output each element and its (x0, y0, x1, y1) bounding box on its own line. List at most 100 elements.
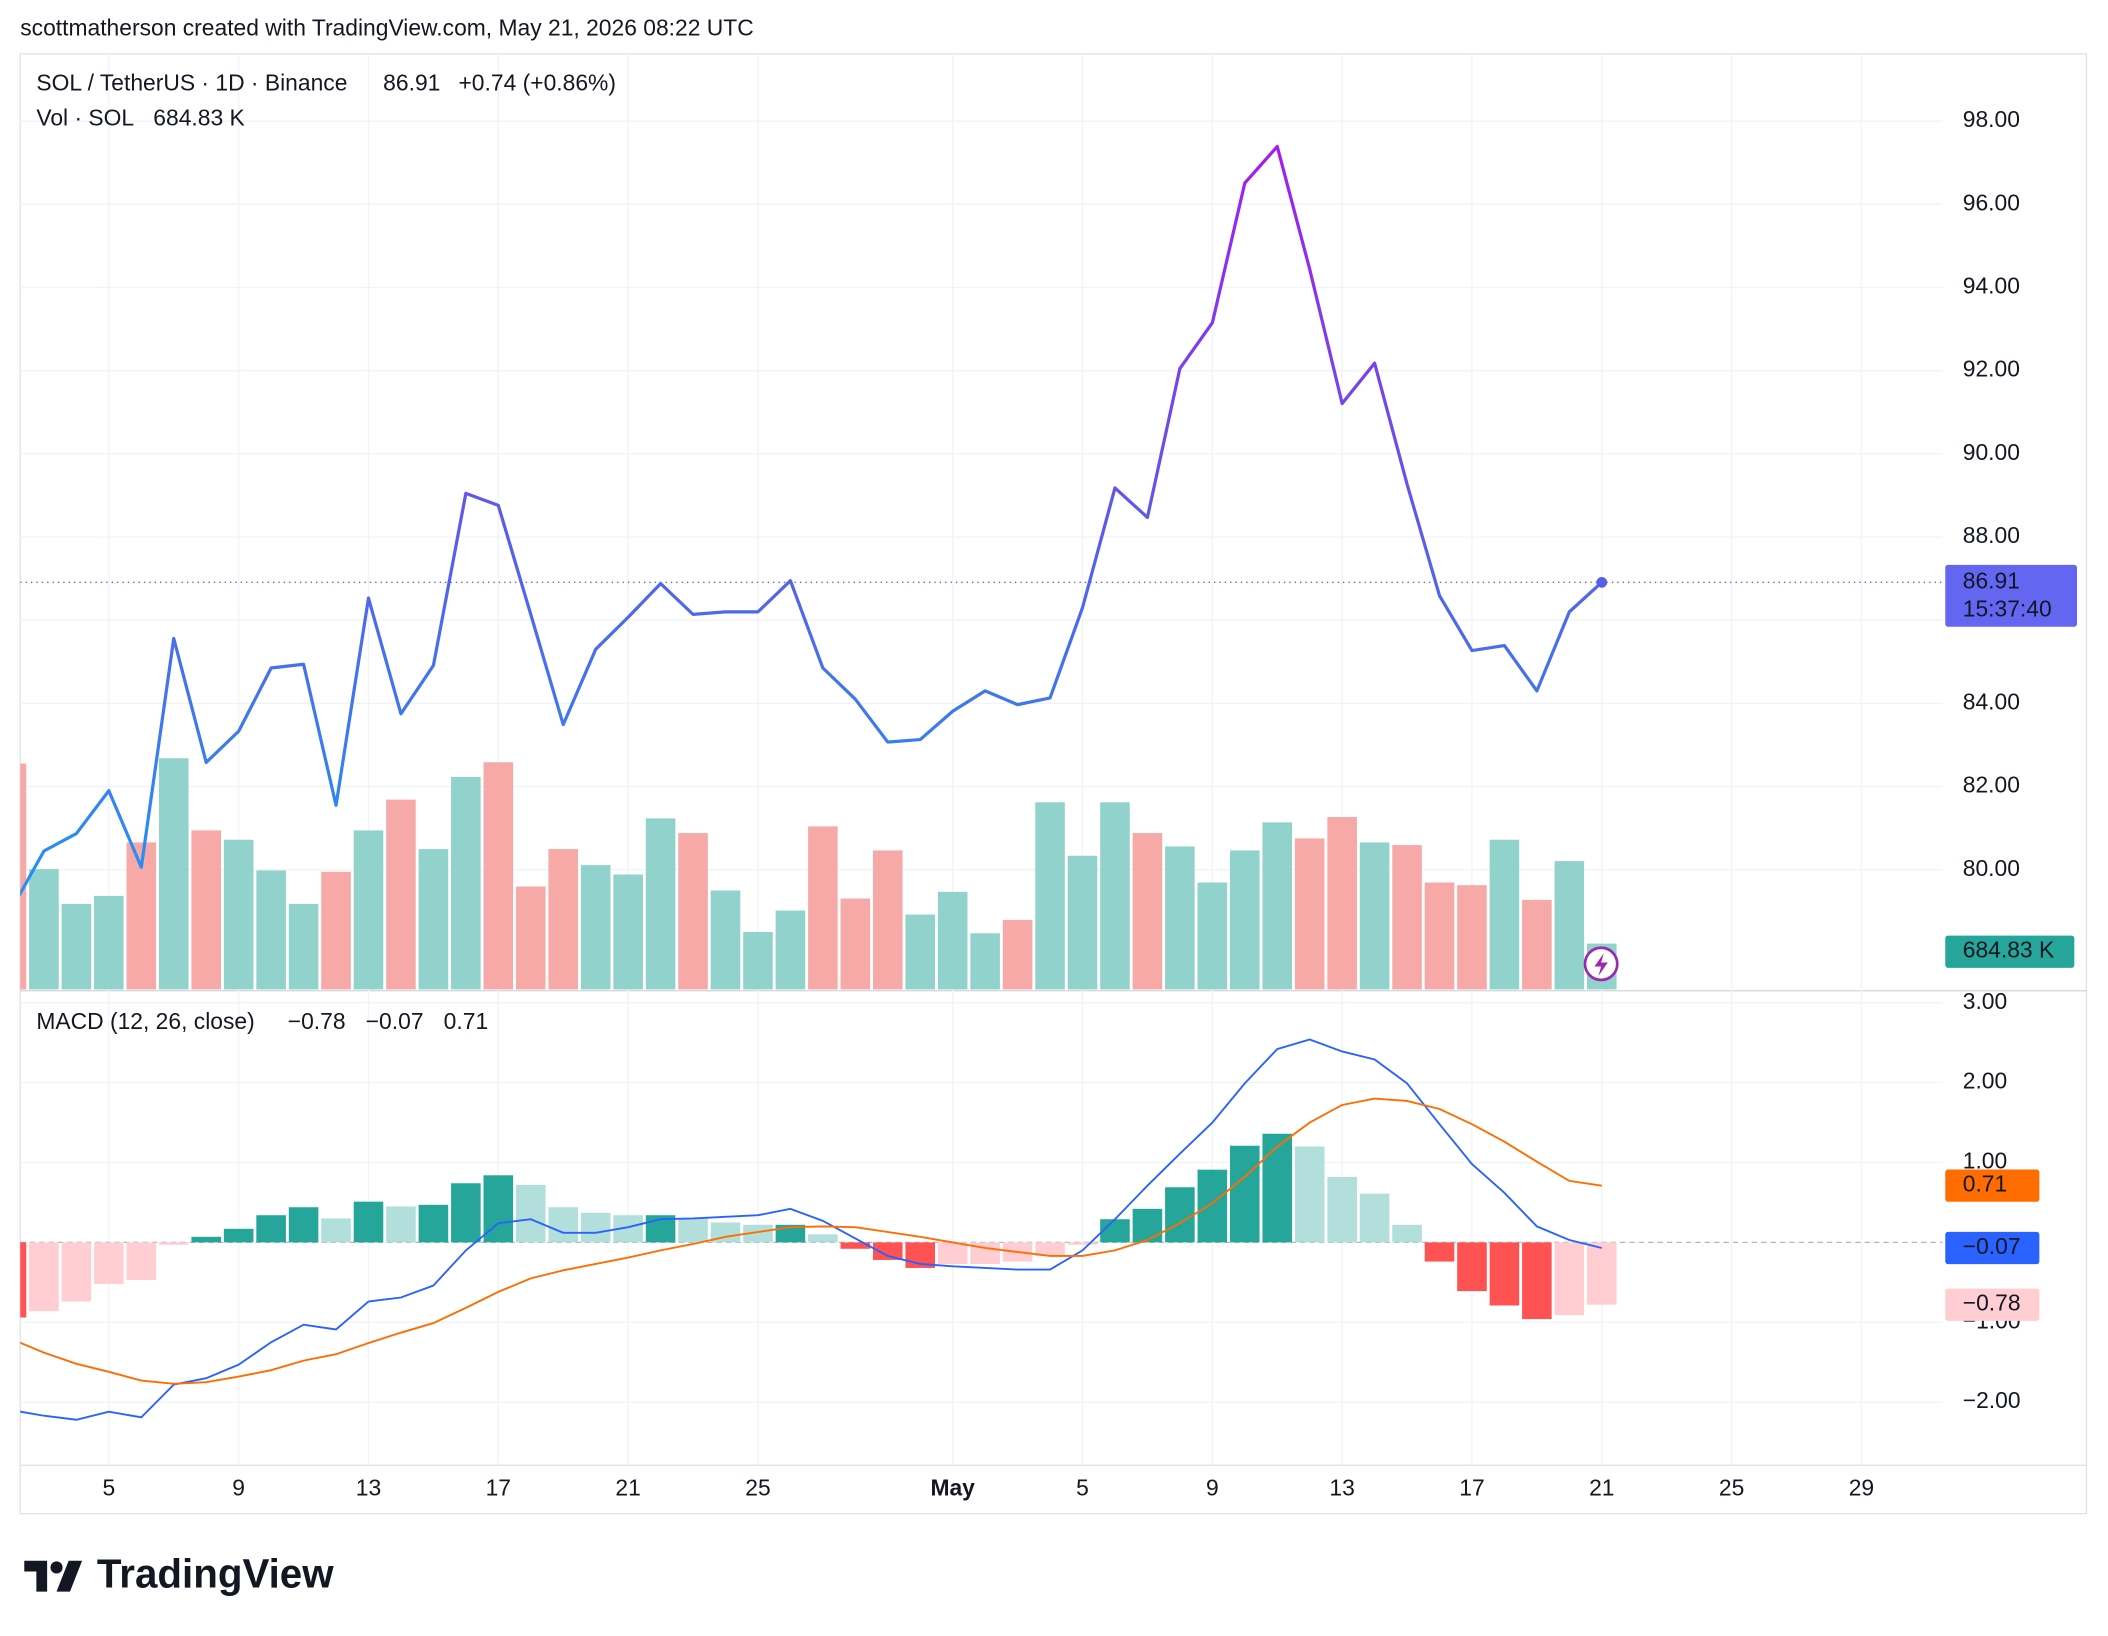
replay-icon[interactable] (1583, 946, 1619, 982)
volume-bar (20, 763, 27, 990)
macd-line (20, 1097, 1602, 1385)
volume-bar (840, 898, 871, 990)
histogram-bar (94, 1242, 124, 1284)
volume-bar (1262, 822, 1293, 990)
x-tick-label: 17 (1459, 1475, 1484, 1501)
x-tick-label: 25 (745, 1475, 770, 1501)
histogram-bar (353, 1201, 384, 1243)
macd-tick-label: 3.00 (1963, 988, 2007, 1014)
histogram-bar (743, 1224, 773, 1243)
volume-bar (743, 931, 773, 990)
histogram-bar (1294, 1146, 1325, 1243)
histogram-bar (1554, 1242, 1585, 1316)
price-legend-change: +0.74 (+0.86%) (458, 70, 615, 96)
histogram-bar (158, 1242, 189, 1245)
volume-bar (905, 914, 936, 990)
histogram-bar (20, 1242, 27, 1318)
volume-bar (483, 762, 514, 990)
histogram-bar (710, 1222, 741, 1243)
volume-bar (1165, 846, 1195, 990)
volume-bar (710, 890, 741, 990)
histogram-bar (872, 1242, 903, 1260)
histogram-bar (1197, 1169, 1228, 1243)
histogram-bar (1587, 1242, 1617, 1305)
x-tick-label: 9 (1206, 1475, 1219, 1501)
histogram-bar (256, 1215, 286, 1243)
volume-legend-title: Vol · SOL (36, 105, 134, 131)
volume-bar (1294, 838, 1325, 990)
volume-bar (1035, 802, 1065, 990)
last-price-box (1945, 564, 2078, 627)
volume-bar (1132, 833, 1163, 990)
macd-tick-label: −2.00 (1963, 1387, 2021, 1413)
macd-value-label: 0.71 (1963, 1171, 2007, 1197)
histogram-bar (580, 1212, 611, 1243)
volume-bar (386, 799, 416, 990)
price-tick-label: 80.00 (1963, 855, 2020, 881)
brand-name: TradingView (97, 1551, 334, 1597)
price-legend-value: 86.91 (383, 70, 440, 96)
volume-bar (94, 895, 124, 990)
x-tick-label: 17 (486, 1475, 511, 1501)
histogram-bar (288, 1207, 319, 1243)
price-tick-label: 98.00 (1963, 106, 2020, 132)
volume-bar (288, 903, 319, 990)
volume-bar (353, 830, 384, 990)
histogram-bar (386, 1206, 416, 1243)
volume-bar (1522, 899, 1552, 990)
volume-bar (158, 758, 189, 990)
histogram-bar (1489, 1242, 1520, 1306)
plot-area (20, 144, 1943, 1421)
last-price-dot (1596, 576, 1608, 588)
x-tick-label: 5 (1076, 1475, 1089, 1501)
volume-bar (548, 849, 579, 990)
histogram-bar (1359, 1193, 1390, 1243)
histogram-bar (1424, 1242, 1455, 1262)
macd-legend-value: 0.71 (444, 1008, 488, 1034)
macd-legend-value: −0.07 (366, 1008, 424, 1034)
volume-bar (61, 903, 92, 990)
volume-bar (1197, 882, 1228, 990)
histogram-bar (1457, 1242, 1487, 1292)
macd-value-label: −0.78 (1963, 1290, 2021, 1316)
volume-bar (321, 871, 351, 990)
macd-line (20, 1038, 1603, 1421)
x-tick-label: 25 (1719, 1475, 1744, 1501)
volume-bar (1067, 855, 1098, 990)
volume-bar (1100, 802, 1130, 990)
price-line (20, 144, 1603, 897)
histogram-bar (937, 1242, 968, 1264)
x-tick-label: 21 (1589, 1475, 1614, 1501)
price-tick-label: 94.00 (1963, 273, 2020, 299)
volume-bar (808, 826, 838, 990)
histogram-bar (29, 1242, 59, 1312)
volume-bar (1554, 861, 1585, 990)
volume-bar (223, 839, 254, 990)
header: scottmatherson created with TradingView.… (20, 15, 754, 41)
histogram-bar (1132, 1208, 1163, 1243)
brand-logo (24, 1560, 83, 1592)
volume-bar (937, 891, 968, 990)
volume-bar (775, 910, 806, 990)
x-tick-label: 13 (1329, 1475, 1354, 1501)
volume-bar (1489, 839, 1520, 990)
volume-bar (1327, 817, 1357, 990)
volume-bar (451, 776, 481, 990)
volume-bar (256, 870, 286, 990)
histogram-bar (1100, 1219, 1130, 1243)
volume-bar (678, 833, 708, 990)
histogram-bar (678, 1218, 708, 1243)
volume-bar (515, 886, 546, 990)
price-tick-label: 90.00 (1963, 439, 2020, 465)
histogram-bar (61, 1242, 92, 1302)
volume-box (1945, 935, 2075, 968)
volume-bar (1392, 845, 1422, 990)
axes: 5 9 13 17 21 25 May 5 9 13 17 21 25 29 80.00 82.00 84.00… (36, 70, 2078, 1501)
histogram-bar (1392, 1224, 1422, 1243)
histogram-bar (451, 1183, 481, 1243)
volume-bar (1424, 882, 1455, 990)
macd-legend-value: −0.78 (288, 1008, 346, 1034)
volume-bar (580, 865, 611, 990)
volume-last-label: 684.83 K (1963, 937, 2054, 963)
